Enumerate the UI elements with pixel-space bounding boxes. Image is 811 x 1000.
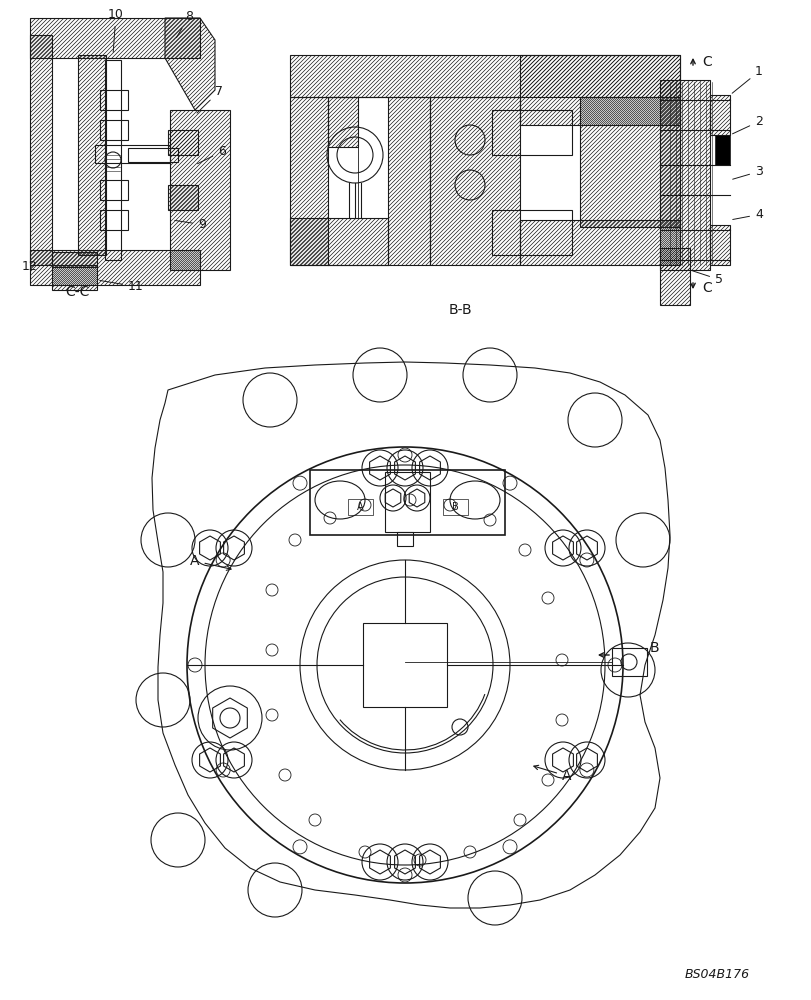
Text: C: C	[702, 281, 711, 295]
Bar	[100, 90, 128, 110]
Text: B: B	[649, 641, 659, 655]
Bar	[128, 148, 178, 162]
Bar	[95, 145, 169, 163]
Bar	[491, 210, 571, 255]
Text: 3: 3	[732, 165, 762, 179]
Text: 6: 6	[197, 145, 225, 164]
Text: 5: 5	[692, 271, 722, 286]
Bar	[384, 472, 430, 532]
Text: C-C: C-C	[65, 285, 89, 299]
Bar	[443, 499, 467, 515]
Text: 7: 7	[197, 85, 223, 113]
Text: A: A	[533, 765, 571, 783]
Bar	[100, 210, 128, 230]
Text: B-B: B-B	[448, 303, 471, 317]
Text: B: B	[451, 502, 458, 512]
Bar	[100, 120, 128, 140]
Text: 10: 10	[108, 8, 124, 52]
Text: 11: 11	[100, 280, 144, 293]
Bar	[310, 470, 504, 535]
Bar	[363, 623, 446, 707]
Bar	[348, 499, 372, 515]
Text: C: C	[702, 55, 711, 69]
Text: A: A	[356, 502, 363, 512]
Text: 12: 12	[22, 260, 49, 273]
Bar	[714, 135, 729, 165]
Text: 2: 2	[732, 115, 762, 134]
Text: 9: 9	[174, 218, 206, 231]
Text: BS04B176: BS04B176	[684, 968, 749, 981]
Text: A: A	[190, 554, 231, 570]
Text: 4: 4	[732, 208, 762, 221]
Text: 8: 8	[176, 10, 193, 38]
Bar	[397, 532, 413, 546]
Bar	[105, 60, 121, 260]
Bar	[611, 648, 646, 676]
Text: 1: 1	[732, 65, 762, 93]
Bar	[100, 180, 128, 200]
Bar	[491, 110, 571, 155]
